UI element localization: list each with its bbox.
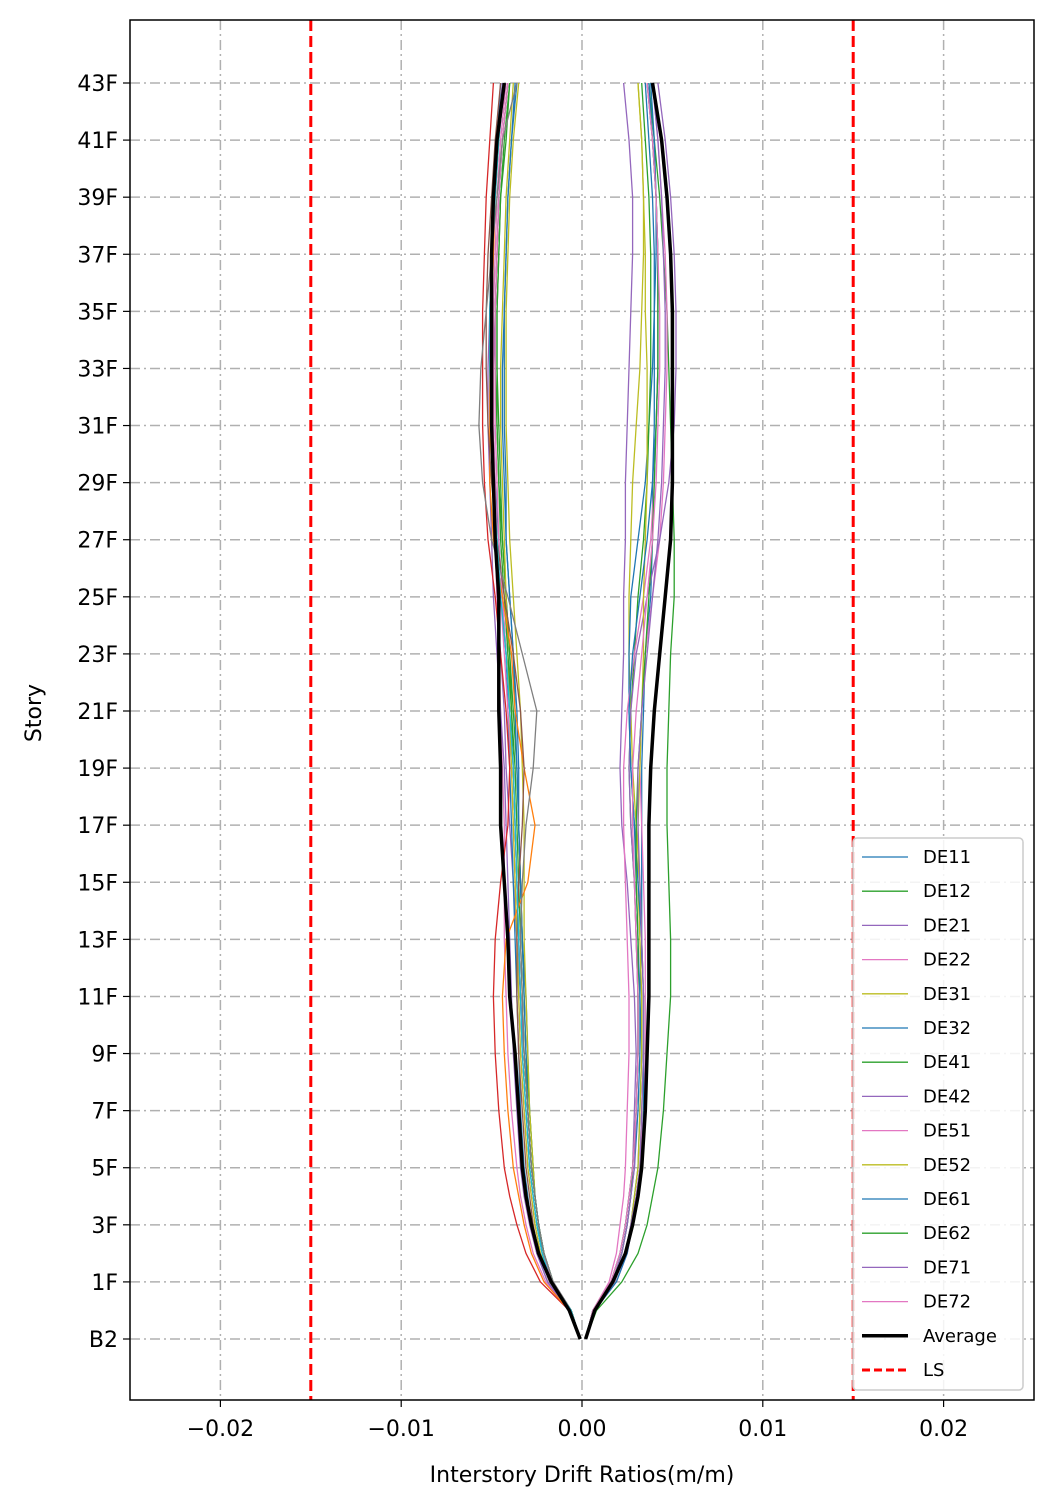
series-lines [478, 82, 677, 1340]
legend-label: LS [923, 1360, 944, 1381]
limit-state-lines [309, 20, 855, 1400]
series-line-unlabeled-neg [478, 82, 581, 1340]
y-tick-label: 27F [77, 529, 118, 554]
y-tick-label: 19F [77, 757, 118, 782]
y-tick-label: 21F [77, 700, 118, 725]
y-tick-label: 17F [77, 814, 118, 839]
y-tick-label: 15F [77, 871, 118, 896]
legend-label: DE11 [923, 847, 971, 868]
legend-label: DE31 [923, 984, 971, 1005]
y-tick-label: 39F [77, 186, 118, 211]
series-line-average-neg [489, 82, 582, 1340]
y-tick-label: 3F [91, 1214, 118, 1239]
legend-label: DE62 [923, 1223, 971, 1244]
legend-label: DE52 [923, 1155, 971, 1176]
legend-label: DE41 [923, 1052, 971, 1073]
x-tick-label: −0.01 [367, 1417, 434, 1442]
y-tick-label: 37F [77, 243, 118, 268]
legend-label: DE32 [923, 1018, 971, 1039]
legend-label: DE42 [923, 1086, 971, 1107]
y-tick-label: 7F [91, 1100, 118, 1125]
y-tick-label: 35F [77, 300, 118, 325]
series-line-de71-pos [584, 82, 666, 1340]
y-tick-label: 43F [77, 72, 118, 97]
series-line-de52-neg [499, 82, 581, 1340]
legend-label: Average [923, 1326, 997, 1347]
y-tick-label: 23F [77, 643, 118, 668]
legend-label: DE12 [923, 881, 971, 902]
y-axis-label: Story [22, 684, 47, 742]
x-axis-ticks: −0.02 −0.01 0.00 0.01 0.02 [187, 1400, 968, 1442]
series-line-average-pos [583, 82, 675, 1340]
y-tick-label: 13F [77, 928, 118, 953]
y-tick-label: 5F [91, 1157, 118, 1182]
x-tick-label: −0.02 [187, 1417, 254, 1442]
y-tick-label: 29F [77, 472, 118, 497]
y-tick-label: 11F [77, 985, 118, 1010]
y-tick-label: 31F [77, 415, 118, 440]
y-tick-label: 41F [77, 129, 118, 154]
legend-label: DE71 [923, 1257, 971, 1278]
x-tick-label: 0.02 [919, 1417, 968, 1442]
x-tick-label: 0.00 [558, 1417, 607, 1442]
y-tick-label: 25F [77, 586, 118, 611]
y-tick-label: 33F [77, 357, 118, 382]
series-line-unlabeled-neg [485, 82, 581, 1340]
x-axis-label: Interstory Drift Ratios(m/m) [430, 1463, 735, 1488]
y-tick-label: B2 [89, 1328, 118, 1353]
legend-box [852, 837, 1024, 1391]
y-tick-label: 1F [91, 1271, 118, 1296]
series-line-unlabeled-neg [481, 82, 581, 1340]
legend: DE11 DE12 DE21 DE22 DE31 DE32 DE41 DE42 DE51 DE52… [852, 837, 1024, 1391]
series-line-unlabeled-neg [489, 82, 581, 1340]
grid-lines [130, 20, 1034, 1400]
y-tick-label: 9F [91, 1043, 118, 1068]
legend-label: DE61 [923, 1189, 971, 1210]
legend-label: DE72 [923, 1292, 971, 1313]
x-tick-label: 0.01 [738, 1417, 787, 1442]
legend-label: DE21 [923, 915, 971, 936]
series-line-de42-pos [584, 82, 677, 1340]
series-line-de72-pos [584, 82, 661, 1340]
y-axis-ticks: B2 1F 3F 5F 7F 9F 11F 13F 15F 17F 19F 21F 23F 25F 27F 2… [77, 72, 130, 1353]
legend-label: DE22 [923, 950, 971, 971]
legend-label: DE51 [923, 1121, 971, 1142]
